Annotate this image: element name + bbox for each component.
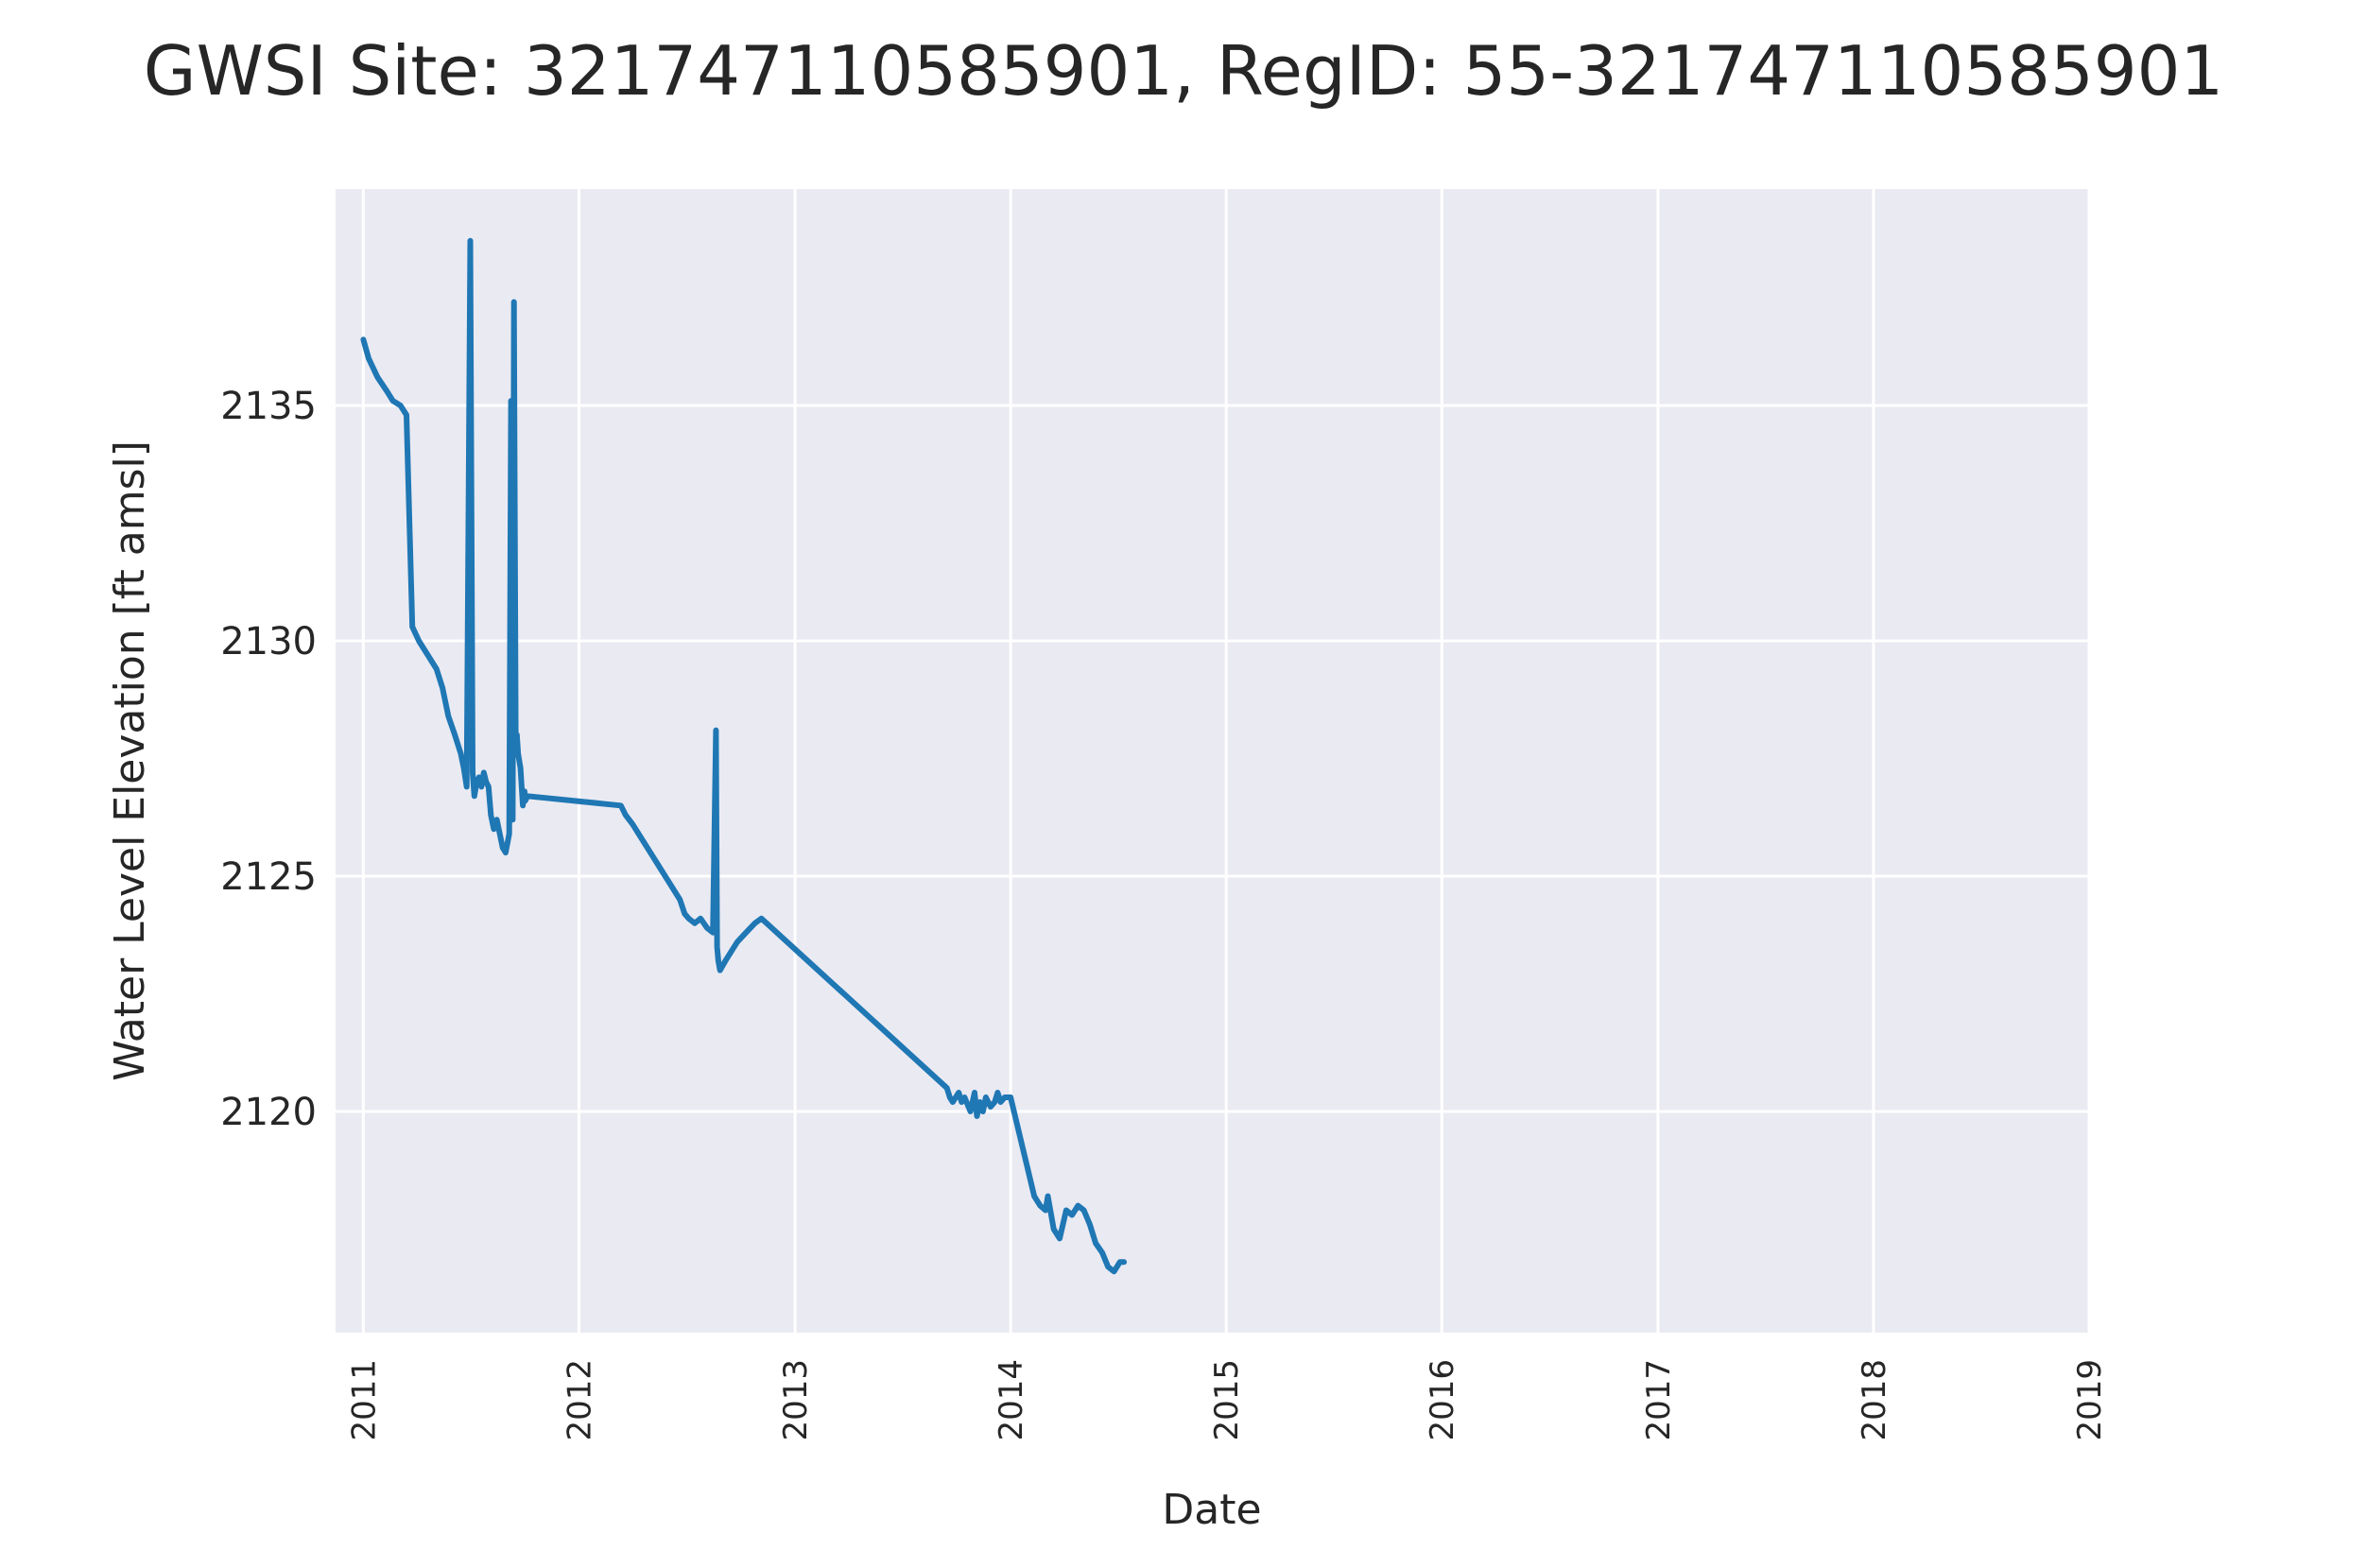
x-tick-label: 2013 bbox=[777, 1359, 815, 1441]
x-tick-label: 2018 bbox=[1856, 1359, 1893, 1441]
x-tick-label: 2016 bbox=[1424, 1359, 1461, 1441]
y-tick-labels: 2120 2125 2130 2135 bbox=[220, 385, 317, 1134]
x-tick-label: 2014 bbox=[993, 1359, 1030, 1441]
y-tick-label: 2125 bbox=[220, 855, 317, 899]
x-tick-label: 2011 bbox=[345, 1359, 383, 1441]
x-axis-label: Date bbox=[1162, 1486, 1261, 1534]
y-axis-label: Water Level Elevation [ft amsl] bbox=[106, 440, 154, 1081]
grid-lines bbox=[336, 189, 2091, 1333]
plot-area bbox=[336, 189, 2089, 1333]
y-tick-label: 2130 bbox=[220, 620, 317, 663]
x-tick-label: 2019 bbox=[2071, 1359, 2109, 1441]
x-tick-label: 2015 bbox=[1208, 1359, 1246, 1441]
x-tick-label: 2017 bbox=[1640, 1359, 1678, 1441]
y-tick-label: 2135 bbox=[220, 385, 317, 428]
x-tick-labels: 2011 2012 2013 2014 2015 2016 2017 2018 2019 bbox=[345, 1359, 2109, 1441]
x-tick-label: 2012 bbox=[561, 1359, 598, 1441]
data-series bbox=[360, 237, 1128, 1275]
y-tick-label: 2120 bbox=[220, 1091, 317, 1134]
water-level-line bbox=[360, 237, 1128, 1275]
chart-title: GWSI Site: 321747110585901, RegID: 55-32… bbox=[144, 31, 2223, 111]
